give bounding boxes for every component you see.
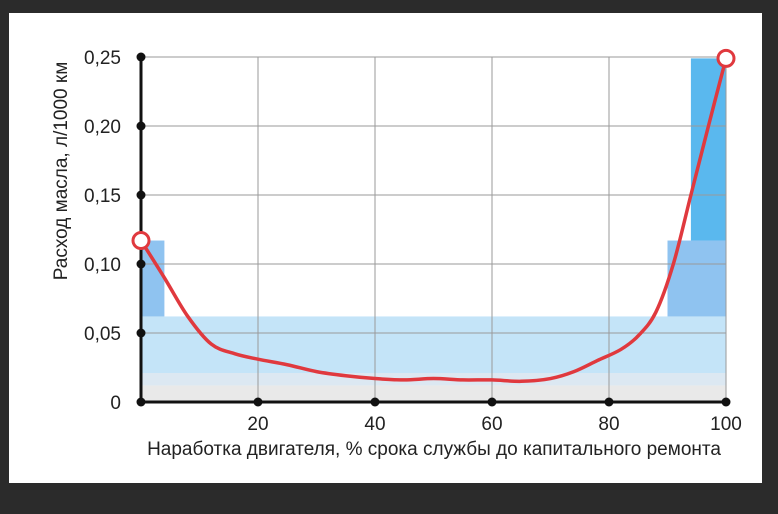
x-tick-label: 60 [481,414,502,435]
band-2 [141,316,726,374]
y-tick-label: 0,20 [84,117,121,138]
axes [136,52,731,407]
y-tick-dot [136,190,146,200]
series-line [131,48,736,384]
x-tick-dot [487,397,497,407]
x-axis-title: Наработка двигателя, % срока службы до к… [147,439,721,460]
y-tick-dot [136,397,146,407]
band-right-4 [690,58,726,241]
series-0-line [139,56,728,384]
x-tick-dot [253,397,263,407]
x-tick-dot [721,397,731,407]
x-tick-label: 20 [247,414,268,435]
y-tick-label: 0,15 [84,186,121,207]
band-0 [141,385,726,402]
endpoint-marker-1 [716,48,736,68]
x-tick-label: 100 [710,414,742,435]
y-tick-dot [136,259,146,269]
y-tick-label: 0,10 [84,255,121,276]
x-tick-dot [370,397,380,407]
band-left-3 [141,240,165,317]
x-tick-label: 40 [364,414,385,435]
y-tick-dot [136,52,146,62]
background-bands [141,58,726,402]
y-tick-dot [136,328,146,338]
tick-labels: 0 0,05 0,10 0,15 0,20 0,25 20 40 60 80 100 [84,48,742,435]
x-tick-label: 80 [598,414,619,435]
y-axis-title: Расход масла, л/1000 км [51,62,72,281]
x-tick-dot [604,397,614,407]
grid-lines [141,56,727,402]
y-tick-dot [136,121,146,131]
endpoint-marker-0 [131,231,151,251]
y-tick-label: 0,05 [84,324,121,345]
y-tick-label: 0 [110,393,121,414]
oil-consumption-chart: 0 0,05 0,10 0,15 0,20 0,25 20 40 60 80 100 Расход … [51,48,742,460]
y-tick-label: 0,25 [84,48,121,69]
chart-frame: 0 0,05 0,10 0,15 0,20 0,25 20 40 60 80 100 Расход … [9,13,762,483]
